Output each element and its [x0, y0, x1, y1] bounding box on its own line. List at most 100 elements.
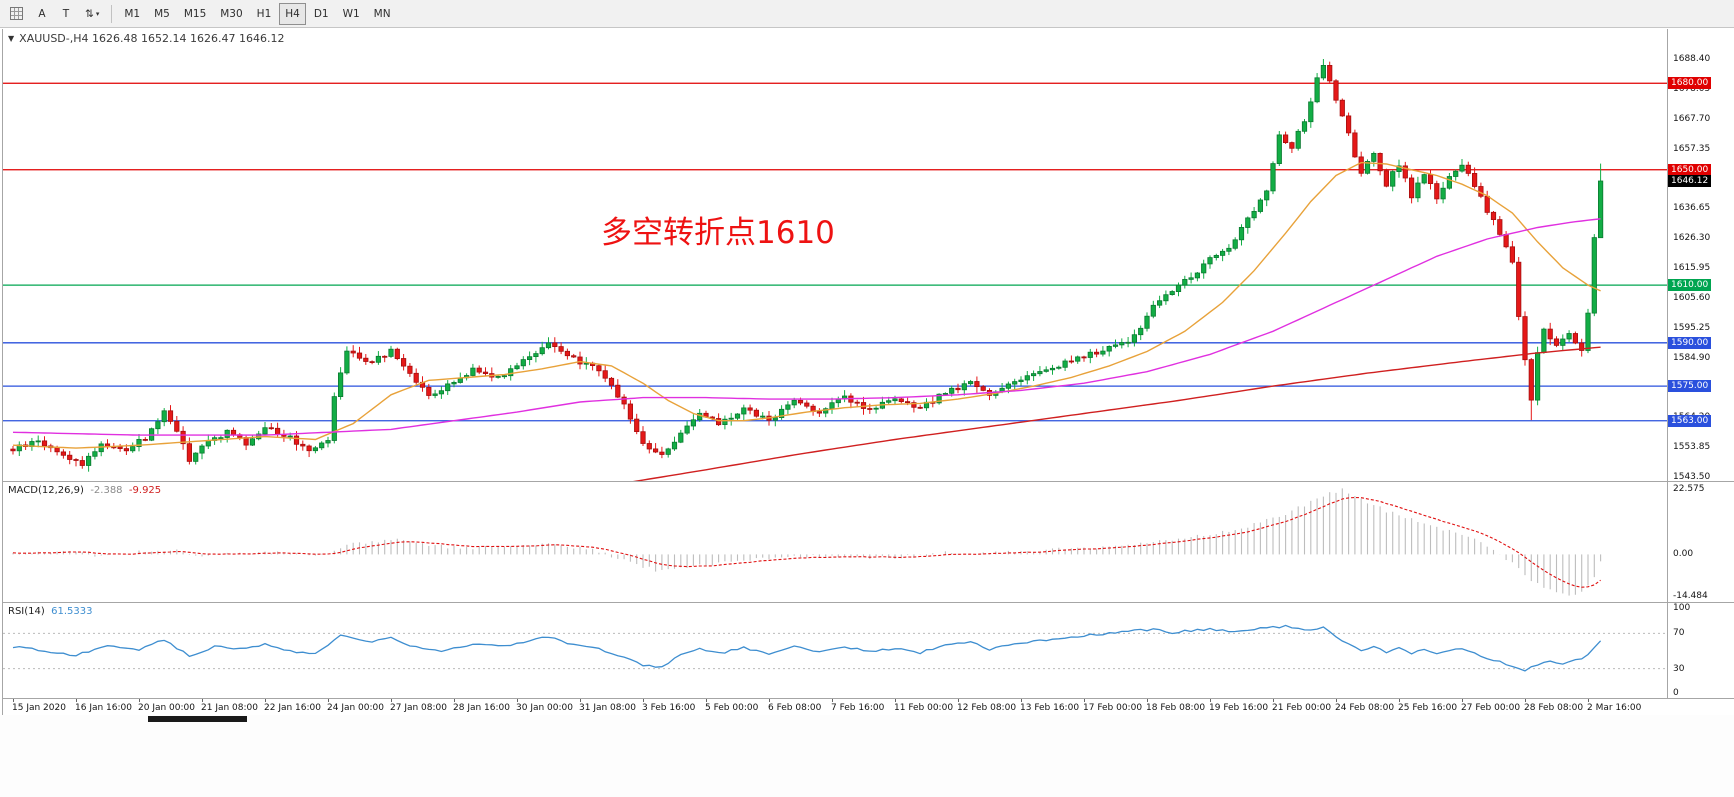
- candle-body: [1144, 315, 1150, 329]
- candle-body: [949, 387, 955, 394]
- chart-grid-button[interactable]: [4, 3, 29, 25]
- ma-mid-magenta: [12, 218, 1601, 436]
- candle-body: [640, 431, 646, 444]
- candle-body: [741, 407, 747, 415]
- candle-body: [1257, 199, 1263, 212]
- candle-body: [1232, 239, 1238, 249]
- macd-canvas[interactable]: [3, 482, 1667, 601]
- candle-body: [678, 432, 684, 443]
- candle-body: [54, 447, 60, 453]
- candle-body: [734, 413, 741, 419]
- price-tick-label: 1543.50: [1673, 471, 1711, 482]
- candle-body: [186, 443, 192, 462]
- candle-body: [1100, 350, 1106, 355]
- timeframe-button-m5[interactable]: M5: [154, 7, 170, 20]
- candle-body: [388, 348, 394, 357]
- annotation-text[interactable]: 多空转折点1610: [601, 215, 835, 251]
- time-tick: [1021, 699, 1022, 702]
- candle-body: [1251, 210, 1257, 219]
- main-chart-canvas[interactable]: [3, 29, 1667, 481]
- timeframe-button-m15[interactable]: M15: [183, 7, 207, 20]
- arrow-label-button[interactable]: T: [55, 3, 77, 25]
- timeframe-button-mn[interactable]: MN: [373, 7, 391, 20]
- candle-body: [325, 440, 331, 444]
- candle-body: [224, 429, 230, 438]
- candle-body: [1112, 344, 1119, 347]
- timeframe-button-h1[interactable]: H1: [256, 7, 272, 20]
- candle-body: [1087, 351, 1093, 358]
- candle-body: [400, 358, 407, 367]
- macd-signal-value: -9.925: [128, 485, 162, 496]
- candle-body: [73, 459, 79, 461]
- timeframe-button-d1[interactable]: D1: [313, 7, 329, 20]
- candle-body: [602, 370, 608, 379]
- candle-body: [1346, 115, 1352, 134]
- candle-body: [577, 356, 583, 365]
- candle-body: [552, 342, 558, 347]
- candle-body: [1068, 360, 1074, 363]
- line-styles-caret-icon: ▾: [95, 9, 100, 18]
- candle-body: [35, 440, 41, 443]
- candle-body: [174, 420, 180, 432]
- candle-body: [520, 359, 526, 367]
- candle-body: [199, 445, 205, 454]
- candle-body: [527, 356, 533, 361]
- time-tick: [643, 699, 644, 702]
- time-tick-label: 28 Feb 08:00: [1524, 703, 1584, 713]
- candle-body: [293, 435, 300, 445]
- time-tick-label: 24 Feb 08:00: [1335, 703, 1395, 713]
- time-tick: [1399, 699, 1400, 702]
- line-styles-icon: ⇅: [85, 7, 94, 20]
- candle-body: [684, 425, 690, 434]
- candle-body: [218, 437, 224, 440]
- candle-body: [136, 438, 142, 447]
- candle-body: [653, 448, 659, 453]
- candle-body: [1201, 263, 1207, 274]
- candle-body: [1509, 246, 1515, 263]
- time-tick-label: 13 Feb 16:00: [1020, 703, 1080, 713]
- candle-body: [363, 357, 369, 362]
- candle-body: [1553, 338, 1560, 346]
- candle-body: [533, 353, 539, 358]
- candle-body: [394, 348, 400, 360]
- time-tick-label: 19 Feb 16:00: [1209, 703, 1269, 713]
- candle-body: [1150, 304, 1156, 317]
- candle-body: [438, 390, 445, 395]
- candle-body: [1207, 257, 1213, 265]
- candle-body: [1528, 359, 1534, 401]
- time-tick: [13, 699, 14, 702]
- candle-body: [665, 448, 671, 455]
- timeframe-button-h4[interactable]: H4: [279, 2, 306, 25]
- candle-body: [375, 355, 382, 363]
- rsi-name: RSI(14): [8, 606, 45, 617]
- rsi-canvas[interactable]: [3, 603, 1667, 697]
- chart-title: ▼ XAUUSD-,H4 1626.48 1652.14 1626.47 164…: [8, 32, 284, 45]
- candle-body: [1421, 174, 1427, 184]
- candle-body: [67, 454, 73, 460]
- candle-body: [1547, 328, 1553, 340]
- time-tick: [328, 699, 329, 702]
- hline-price-box: 1650.00: [1668, 163, 1712, 176]
- time-tick: [517, 699, 518, 702]
- candle-body: [274, 427, 281, 435]
- candle-body: [1295, 130, 1301, 149]
- candle-body: [407, 365, 413, 374]
- candle-body: [413, 372, 419, 383]
- candle-body: [1125, 341, 1131, 344]
- candle-body: [300, 443, 306, 447]
- arrow-label-icon: T: [62, 7, 70, 20]
- candle-body: [60, 451, 67, 456]
- candle-body: [1213, 254, 1219, 258]
- timeframe-button-m1[interactable]: M1: [124, 7, 141, 20]
- candle-body: [1163, 294, 1169, 302]
- text-annotation-button[interactable]: A: [31, 3, 53, 25]
- oneclick-trading-toggle-icon[interactable]: ▼: [8, 34, 15, 43]
- candle-body: [1138, 327, 1144, 336]
- timeframe-button-w1[interactable]: W1: [342, 7, 360, 20]
- time-axis[interactable]: 15 Jan 2020 16 Jan 16:00 20 Jan 00:00 21 Ja…: [3, 698, 1734, 716]
- candle-body: [1440, 187, 1446, 200]
- time-tick: [76, 699, 77, 702]
- line-styles-button[interactable]: ⇅ ▾: [79, 3, 105, 25]
- macd-signal-line: [12, 496, 1601, 588]
- timeframe-button-m30[interactable]: M30: [220, 7, 243, 20]
